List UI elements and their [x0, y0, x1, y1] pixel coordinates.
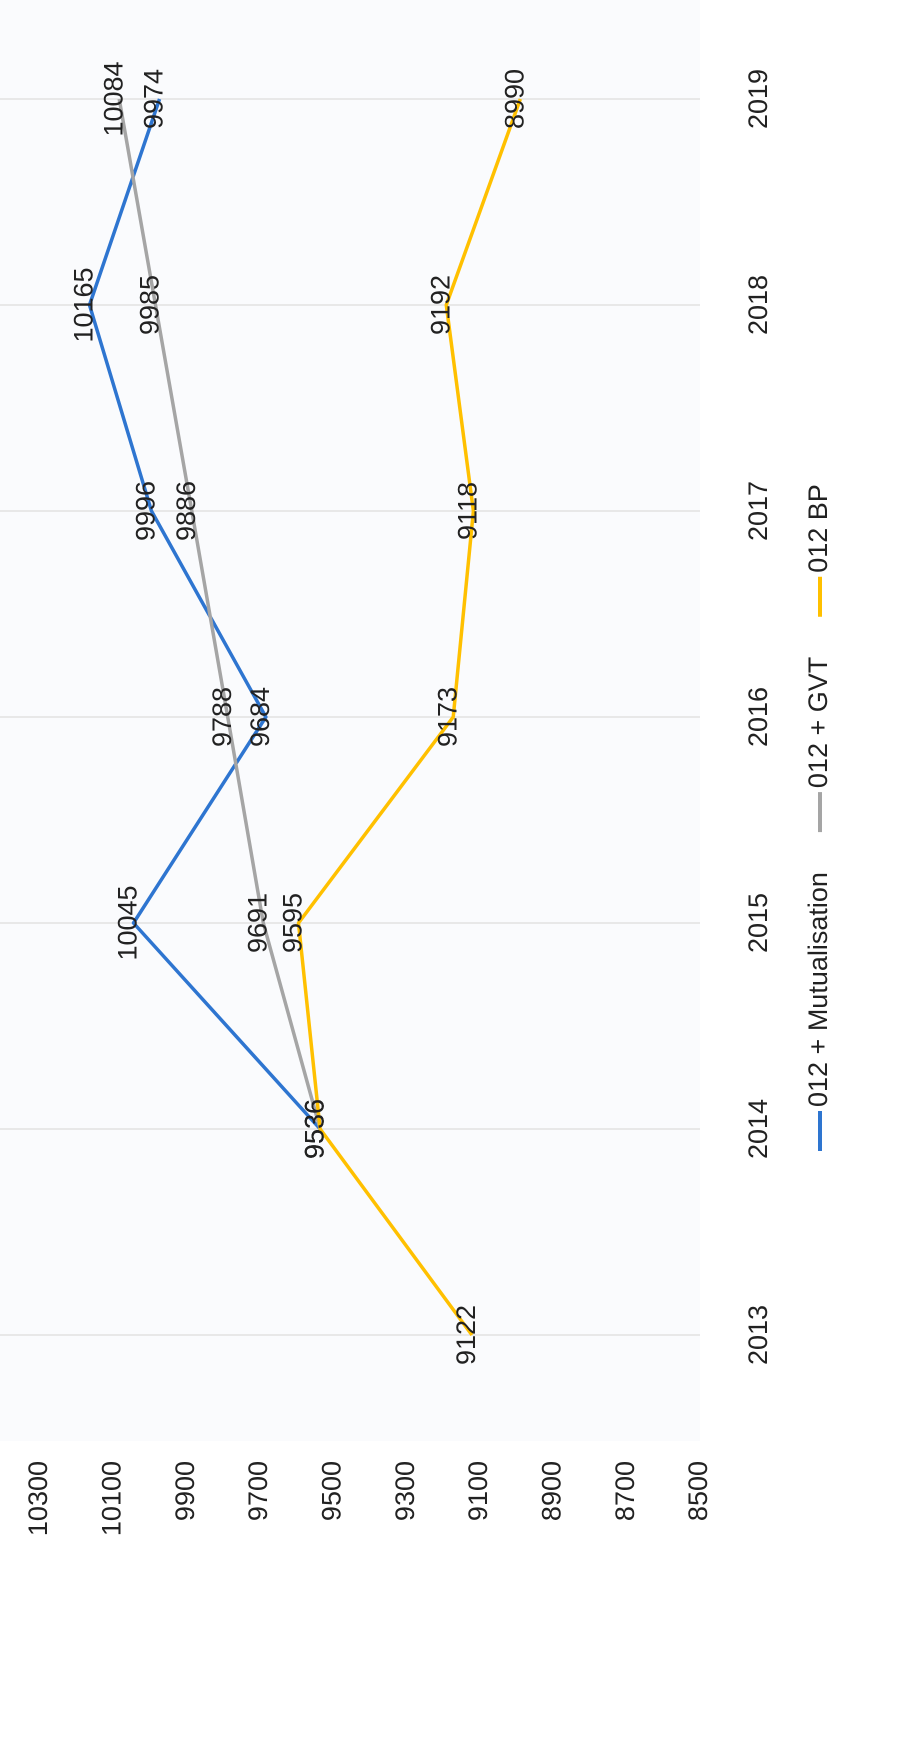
x-tick-label: 2015 [743, 893, 773, 953]
data-label: 9118 [453, 482, 483, 540]
data-label: 9192 [425, 275, 455, 335]
x-tick-label: 2014 [743, 1099, 773, 1159]
series-line [296, 98, 522, 1337]
x-tick-label: 2013 [743, 1305, 773, 1365]
data-label: 8990 [499, 69, 529, 129]
legend-label: 012 + Mutualisation [803, 872, 833, 1107]
x-tick-label: 2018 [743, 275, 773, 335]
data-label: 9536 [299, 1099, 329, 1159]
x-tick-label: 2016 [743, 687, 773, 747]
data-label: 9122 [451, 1305, 481, 1365]
data-label: 9684 [245, 687, 275, 747]
data-label: 9536 [299, 1099, 329, 1159]
data-label: 9985 [135, 275, 165, 335]
y-tick-label: 8500 [683, 1461, 713, 1521]
y-tick-label: 8700 [610, 1461, 640, 1521]
data-label: 10045 [113, 885, 143, 960]
data-label: 9996 [131, 481, 161, 541]
y-tick-label: 9100 [463, 1461, 493, 1521]
data-label: 10165 [69, 267, 99, 342]
y-tick-label: 8900 [536, 1461, 566, 1521]
series-line [117, 98, 322, 1130]
y-tick-label: 9500 [316, 1461, 346, 1521]
x-tick-label: 2017 [743, 481, 773, 541]
data-label: 9691 [242, 893, 272, 953]
plot-area [0, 0, 700, 1441]
data-label: 10084 [98, 61, 128, 136]
x-tick-label: 2019 [743, 69, 773, 129]
legend-label: 012 + GVT [803, 657, 833, 788]
y-tick-label: 10300 [23, 1461, 53, 1536]
y-tick-label: 10100 [96, 1461, 126, 1536]
data-label: 9974 [139, 69, 169, 129]
y-tick-label: 9700 [243, 1461, 273, 1521]
legend-label: 012 BP [803, 484, 833, 573]
data-label: 9788 [207, 687, 237, 747]
data-label: 9173 [432, 687, 462, 747]
y-tick-label: 9300 [390, 1461, 420, 1521]
data-label: 9886 [171, 481, 201, 541]
data-label: 9595 [278, 893, 308, 953]
y-tick-label: 9900 [170, 1461, 200, 1521]
